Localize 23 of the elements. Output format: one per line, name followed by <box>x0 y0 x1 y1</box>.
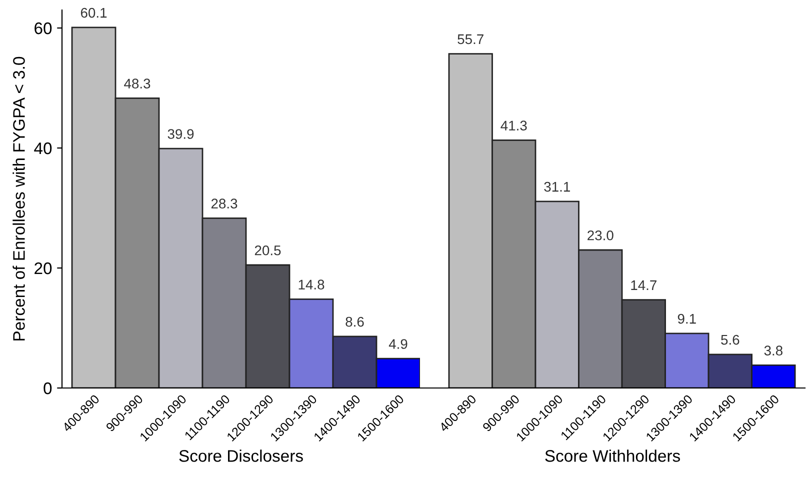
data-label: 28.3 <box>211 198 238 209</box>
data-label: 48.3 <box>124 78 150 89</box>
data-label: 41.3 <box>500 120 527 131</box>
data-label: 55.7 <box>458 34 484 44</box>
data-label: 60.1 <box>80 8 107 18</box>
data-label: 4.9 <box>388 339 408 349</box>
y-axis-title: Percent of Enrollees with FYGPA < 3.0 <box>12 56 25 340</box>
data-label: 8.6 <box>346 316 364 327</box>
data-label: 14.7 <box>631 280 656 290</box>
y-tick-label: 0 <box>44 382 52 394</box>
data-label: 31.1 <box>544 182 570 192</box>
y-tick-label: 20 <box>34 262 52 274</box>
data-label: 5.6 <box>721 334 740 345</box>
y-tick-label: 60 <box>34 22 52 34</box>
x-axis-title: Score Disclosers <box>179 450 303 462</box>
data-label: 3.8 <box>764 346 782 356</box>
data-label: 20.5 <box>254 245 281 256</box>
data-label: 23.0 <box>588 230 614 240</box>
data-label: 9.1 <box>678 314 696 324</box>
data-label: 14.8 <box>298 280 324 290</box>
data-label: 39.9 <box>168 129 194 139</box>
y-tick-label: 40 <box>34 142 52 154</box>
x-axis-title: Score Withholders <box>545 450 680 462</box>
